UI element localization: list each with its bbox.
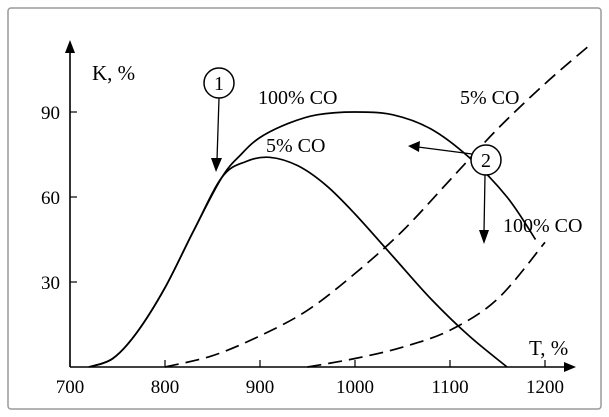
- marker-2: 2: [408, 141, 502, 244]
- y-tick-label-90: 90: [41, 103, 60, 124]
- marker-2-text: 2: [481, 150, 491, 172]
- y-tick-label-30: 30: [41, 273, 60, 294]
- marker-2-circle: [470, 144, 502, 176]
- label-5-co-dashed: 5% CO: [460, 87, 519, 109]
- y-axis-arrow: [65, 40, 75, 53]
- marker-1-text: 1: [214, 73, 224, 95]
- series-1-5-co-solid-line: [88, 156, 508, 368]
- marker-2-arrowhead-a: [408, 141, 420, 152]
- series-labels: 100% CO 5% CO 5% CO 100% CO: [258, 87, 582, 237]
- label-100-co-solid: 100% CO: [258, 87, 337, 109]
- figure-frame: [7, 7, 602, 410]
- axes: K, % T, %: [65, 40, 576, 372]
- annotations: 1 2: [203, 67, 502, 244]
- y-ticks: 30 60 90: [41, 103, 77, 294]
- label-5-co-solid: 5% CO: [266, 135, 325, 157]
- marker-1-arrow-line: [216, 97, 220, 161]
- x-tick-label-1100: 1100: [431, 377, 468, 398]
- x-axis-label: T, %: [529, 336, 568, 360]
- x-ticks: 700 800 900 1000 1100 1200: [56, 360, 564, 398]
- marker-2-arrow-line-a: [417, 146, 473, 155]
- marker-2-arrowhead-b: [479, 230, 489, 244]
- marker-1-arrowhead: [211, 158, 222, 172]
- marker-2-arrow-line-b: [483, 174, 486, 233]
- curves: [88, 46, 589, 368]
- series-2-5-co-dashed-line: [164, 46, 589, 368]
- y-axis-label: K, %: [92, 61, 135, 85]
- label-100-co-dashed: 100% CO: [503, 215, 582, 237]
- series-3-100-co-dashed-line: [307, 241, 546, 368]
- x-tick-label-1200: 1200: [526, 377, 564, 398]
- x-tick-label-800: 800: [151, 377, 180, 398]
- x-axis-arrow: [564, 362, 576, 372]
- x-tick-label-1000: 1000: [336, 377, 374, 398]
- x-tick-label-700: 700: [56, 377, 85, 398]
- marker-1: 1: [203, 67, 235, 172]
- x-tick-label-900: 900: [246, 377, 275, 398]
- y-tick-label-60: 60: [41, 188, 60, 209]
